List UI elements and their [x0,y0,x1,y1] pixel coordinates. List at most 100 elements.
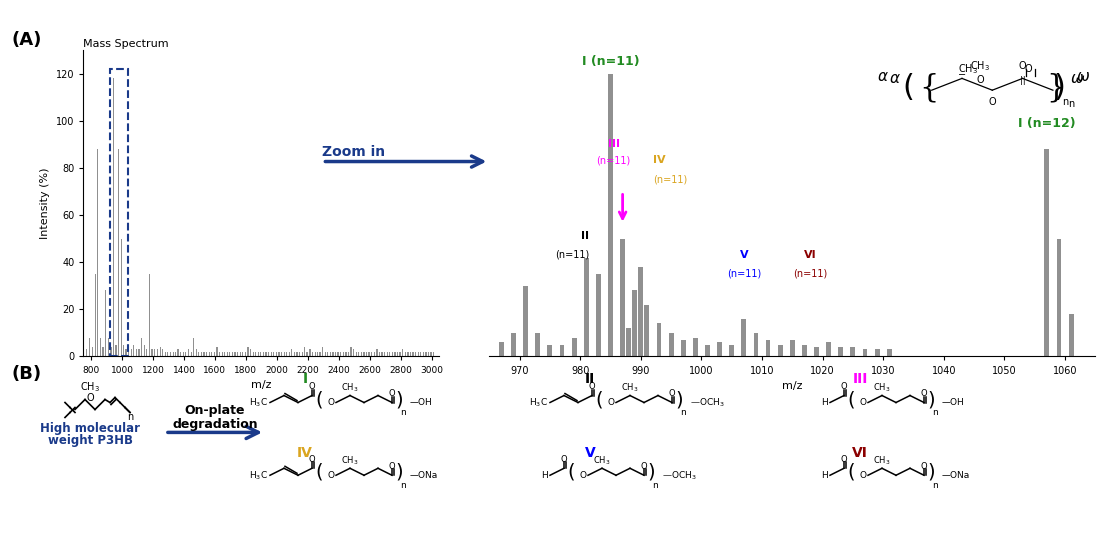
Bar [399,352,400,356]
Text: I: I [302,372,308,385]
Text: (: ( [847,390,855,409]
Bar [364,352,365,356]
Bar [151,349,152,356]
Bar [182,352,183,356]
Bar [136,349,137,356]
Text: O: O [921,389,927,398]
Bar [143,345,145,356]
Bar [165,352,166,356]
Bar [186,352,187,356]
Text: —OH: —OH [410,398,433,407]
Text: H$_3$C: H$_3$C [249,396,268,409]
Bar [395,352,396,356]
Text: H$_3$C: H$_3$C [249,469,268,481]
Bar [608,74,613,356]
Bar [887,349,892,356]
Text: O: O [1025,64,1032,74]
Bar [499,343,504,356]
Text: n: n [932,481,937,490]
Bar [645,305,649,356]
Bar [374,352,375,356]
Bar [291,349,292,356]
Bar [255,352,257,356]
Bar [319,352,320,356]
Bar [559,345,565,356]
Bar [366,352,367,356]
Bar [681,340,686,356]
Bar [294,352,295,356]
Bar [668,333,674,356]
Text: II: II [585,372,595,385]
Bar [425,352,427,356]
Text: CH$_3$: CH$_3$ [341,382,359,394]
Bar [191,352,192,356]
Text: (n=11): (n=11) [596,155,631,165]
Text: n: n [652,481,658,490]
Text: n: n [932,408,937,417]
Text: (n=11): (n=11) [555,250,589,260]
Bar [656,324,662,356]
Bar [379,352,380,356]
Bar [596,274,600,356]
Text: O: O [580,471,587,480]
Bar [252,352,254,356]
Bar [245,352,246,356]
Text: $)$: $)$ [1053,72,1064,104]
Bar [201,352,202,356]
Text: O: O [1019,61,1026,71]
Bar [346,352,347,356]
Bar [240,352,241,356]
Text: $\omega$: $\omega$ [1076,69,1090,84]
Text: CH$_3$: CH$_3$ [873,454,891,467]
Text: H$_3$C: H$_3$C [529,396,548,409]
Bar [317,352,318,356]
Bar [133,345,135,356]
Bar [225,352,226,356]
Text: (: ( [315,390,322,409]
Bar [742,319,746,356]
Text: n: n [127,412,133,422]
Bar [572,338,576,356]
Text: O: O [608,398,615,407]
Text: II: II [582,231,589,241]
Text: O: O [976,75,984,85]
Bar [407,352,408,356]
Bar [242,352,244,356]
Text: O: O [328,471,335,480]
Text: III: III [607,139,619,149]
Text: ): ) [647,463,655,482]
Text: CH$_3$: CH$_3$ [959,62,979,76]
Text: O: O [389,462,395,471]
Text: High molecular: High molecular [40,422,140,436]
Bar [157,349,158,356]
Text: O: O [560,455,567,464]
Bar [620,238,625,356]
Bar [95,274,96,356]
Text: VI: VI [804,250,817,260]
Bar [276,352,277,356]
Bar [1069,314,1073,356]
Bar [286,352,287,356]
Bar [327,352,328,356]
Bar [838,347,843,356]
Bar [766,340,771,356]
Text: O: O [309,382,316,391]
Bar [206,352,207,356]
Bar [172,352,173,356]
Bar [284,352,285,356]
Text: (n=11): (n=11) [653,174,687,184]
Text: $($: $($ [902,72,913,104]
Text: H: H [822,398,828,407]
X-axis label: m/z: m/z [251,380,271,390]
Bar [108,338,109,356]
Bar [428,352,429,356]
Bar [188,349,189,356]
Bar [227,352,228,356]
Text: O: O [389,389,395,398]
Bar [229,352,230,356]
Text: n: n [1068,99,1074,109]
Text: O: O [860,471,867,480]
Bar [260,352,261,356]
Bar [159,347,161,356]
Bar [146,349,148,356]
